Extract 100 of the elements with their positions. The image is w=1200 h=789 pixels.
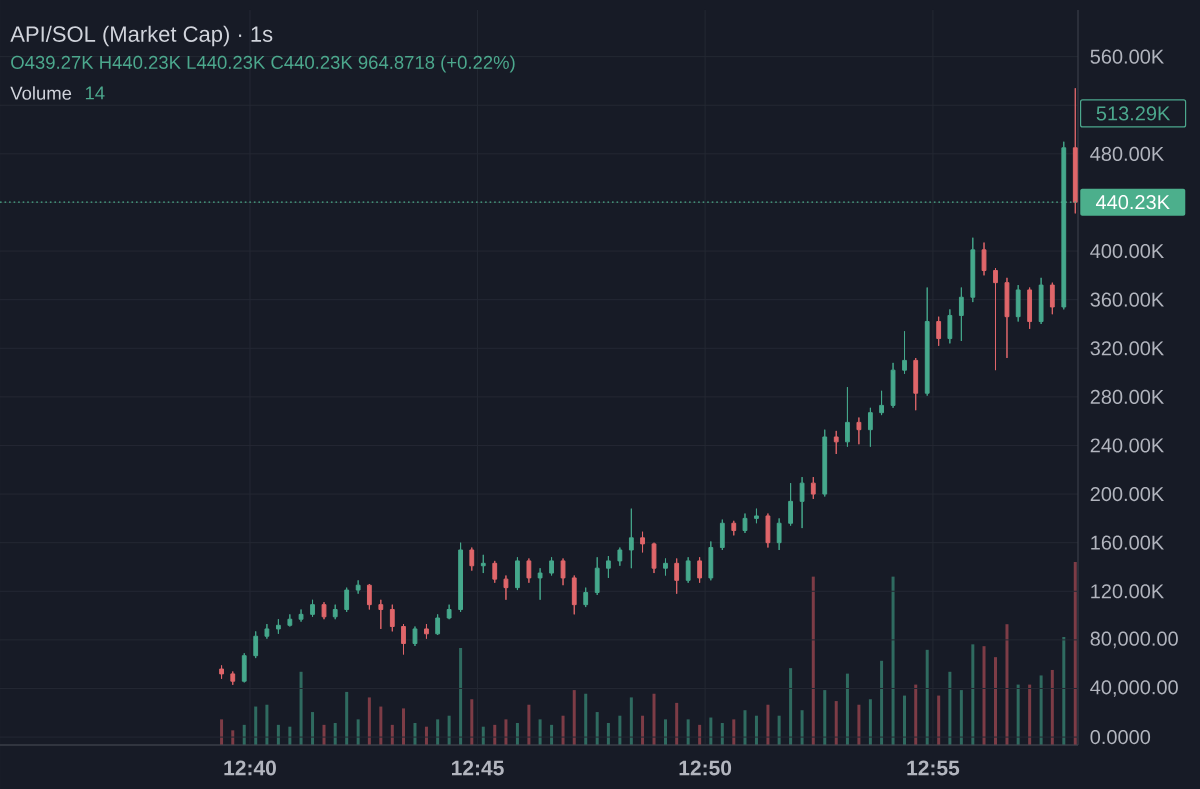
- bar: [982, 646, 986, 745]
- candlestick: [287, 613, 293, 628]
- candlestick: [958, 287, 964, 342]
- bar: [299, 671, 303, 745]
- bar: [800, 710, 804, 745]
- bar: [1039, 675, 1043, 745]
- bar: [1016, 684, 1020, 745]
- candlestick: [663, 557, 668, 576]
- candlestick: [332, 604, 338, 620]
- candlestick: [1072, 87, 1078, 214]
- bar: [732, 719, 736, 745]
- candlestick: [446, 604, 452, 620]
- candlestick: [924, 287, 930, 397]
- bar: [675, 702, 679, 745]
- candlestick: [833, 430, 839, 455]
- candlestick: [480, 554, 486, 574]
- candlestick: [594, 556, 600, 596]
- candlestick: [936, 316, 942, 347]
- x-tick-label: 12:55: [907, 760, 960, 776]
- candlestick: [230, 670, 236, 686]
- candlestick: [605, 555, 611, 579]
- candlestick: [515, 556, 520, 591]
- bar: [459, 648, 463, 745]
- bar: [220, 719, 224, 745]
- bar: [1028, 684, 1032, 745]
- bar: [914, 684, 918, 745]
- bar: [356, 719, 360, 745]
- candlestick: [549, 556, 554, 576]
- candlestick: [913, 357, 919, 411]
- annotation: 14: [85, 86, 105, 100]
- y-tick-label: 240.00K: [1090, 438, 1164, 453]
- candlestick: [902, 330, 907, 375]
- bar: [595, 712, 599, 745]
- y-tick-label: 320.00K: [1090, 341, 1164, 356]
- bar: [436, 719, 440, 745]
- bar: [811, 576, 815, 745]
- candlestick: [298, 609, 304, 623]
- bar: [834, 701, 838, 745]
- bar: [959, 690, 963, 745]
- candlestick: [993, 267, 998, 371]
- candlestick: [719, 519, 725, 551]
- candlestick: [321, 601, 327, 620]
- candlestick: [1038, 277, 1044, 325]
- candlestick: [355, 579, 361, 595]
- candlestick: [241, 652, 247, 683]
- bar: [1073, 561, 1077, 745]
- bar: [1005, 624, 1009, 745]
- candlestick: [1004, 277, 1010, 359]
- candlestick: [628, 508, 634, 569]
- bar: [789, 668, 793, 745]
- candlestick: [981, 242, 987, 276]
- candlestick: [560, 557, 566, 586]
- candlestick: [503, 574, 509, 601]
- bar: [470, 699, 474, 745]
- bar: [925, 649, 929, 745]
- candlestick: [640, 531, 645, 553]
- candlestick: [1027, 287, 1033, 330]
- chart-title: Volume: [10, 86, 72, 100]
- candlestick: [378, 599, 384, 630]
- candlestick: [788, 482, 794, 527]
- candlestick: [947, 308, 953, 344]
- candlestick: [537, 567, 543, 601]
- candlestick: [571, 574, 577, 615]
- x-tick-label: 12:50: [679, 760, 732, 776]
- candlestick: [389, 604, 395, 632]
- bar: [823, 690, 827, 745]
- bar: [766, 704, 770, 745]
- candlestick: [708, 540, 714, 581]
- bar: [265, 704, 269, 745]
- y-tick-label: 200.00K: [1090, 486, 1164, 502]
- candlestick: [776, 517, 782, 551]
- candlestick: [366, 583, 372, 610]
- bar: [1050, 669, 1054, 745]
- candlestick: [651, 542, 657, 574]
- candlestick: [856, 417, 862, 445]
- bar: [891, 576, 895, 745]
- candlestick: [879, 390, 884, 416]
- bar: [379, 706, 383, 745]
- y-tick-label: 560.00K: [1090, 49, 1164, 64]
- x-tick-label: 12:40: [224, 760, 276, 776]
- text: O439.27K H440.23K L440.23K C440.23K 964.8718 (+0.22%): [11, 55, 515, 73]
- bar: [504, 719, 508, 745]
- bar: [994, 657, 997, 745]
- ref-line-label: 440.23K: [1095, 195, 1170, 210]
- candlestick: [754, 508, 759, 524]
- bar: [937, 695, 941, 745]
- candlestick: [275, 618, 281, 635]
- candlestick: [435, 613, 441, 636]
- candlestick: [401, 623, 406, 655]
- x-tick-label: 12:45: [452, 760, 504, 776]
- bar: [527, 704, 531, 745]
- candlestick: [731, 520, 737, 536]
- bar: [971, 644, 975, 745]
- candlestick: [526, 557, 532, 584]
- candlestick: [810, 476, 816, 500]
- candlestick: [617, 547, 623, 567]
- bar: [743, 710, 747, 745]
- bar: [868, 699, 872, 745]
- bar: [367, 697, 371, 745]
- candlestick: [344, 587, 350, 613]
